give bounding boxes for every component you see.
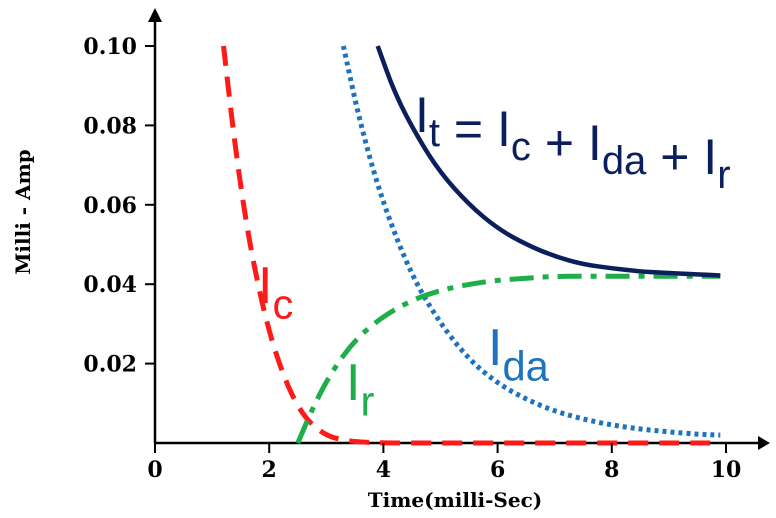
series-layer	[221, 45, 721, 446]
x-axis-arrow	[758, 436, 770, 450]
label-i-c: Ic	[258, 257, 293, 328]
series-line-i-da	[340, 45, 721, 438]
series-line-i-c	[221, 45, 715, 446]
x-tick-label: 0	[147, 457, 162, 483]
x-tick-label: 2	[262, 457, 277, 483]
annotations: Ic Ida Ir It = Ic + Ida + Ir	[258, 87, 731, 425]
x-tick-label: 4	[376, 457, 391, 483]
y-tick-label: 0.04	[83, 272, 137, 298]
x-tick-label: 8	[604, 457, 619, 483]
x-tick-label: 10	[711, 457, 742, 483]
tick-labels: 0 2 4 6 8 10 0.02 0.04 0.06 0.08 0.10	[83, 34, 741, 483]
y-tick-label: 0.06	[83, 193, 137, 219]
y-tick-label: 0.10	[83, 34, 137, 60]
x-axis-title: Time(milli-Sec)	[368, 488, 543, 512]
label-i-r: Ir	[346, 354, 374, 425]
series-line-i-r	[295, 273, 721, 444]
series-line-i-t	[375, 45, 721, 278]
y-axis-arrow	[148, 8, 162, 22]
label-i-da: Ida	[488, 319, 550, 390]
y-tick-label: 0.02	[83, 352, 137, 378]
axes	[148, 8, 770, 450]
y-axis-title: Milli - Amp	[11, 149, 35, 274]
y-tick-label: 0.08	[83, 113, 137, 139]
equation-label: It = Ic + Ida + Ir	[415, 87, 731, 197]
x-tick-label: 6	[490, 457, 505, 483]
